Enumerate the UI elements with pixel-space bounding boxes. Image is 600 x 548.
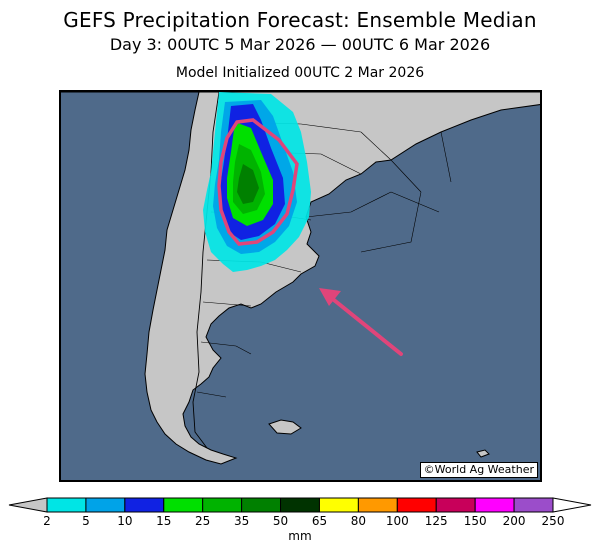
colorbar-swatch — [202, 497, 243, 513]
precip-35-50mm — [237, 164, 259, 204]
colorbar-tick-label: 150 — [463, 514, 487, 528]
colorbar-tick-label: 200 — [502, 514, 526, 528]
colorbar-tick-label: 15 — [156, 514, 172, 528]
colorbar-tick-label: 250 — [541, 514, 565, 528]
colorbar-unit: mm — [288, 529, 312, 543]
colorbar-swatch — [396, 497, 437, 513]
colorbar-graphic — [8, 497, 592, 513]
colorbar-swatch — [474, 497, 515, 513]
map-title: GEFS Precipitation Forecast: Ensemble Me… — [63, 8, 537, 32]
map-panel: ©World Ag Weather — [59, 90, 542, 482]
colorbar-tick-label: 25 — [195, 514, 211, 528]
colorbar-tick-label: 35 — [233, 514, 250, 528]
map-canvas — [61, 92, 540, 480]
land-falklands — [268, 419, 302, 435]
colorbar-swatch — [280, 497, 320, 513]
colorbar-swatch — [46, 497, 87, 513]
colorbar: 2 5 10 15 25 35 50 65 80 100 125 150 200 250 mm — [0, 490, 600, 548]
annotation-arrow — [319, 288, 403, 356]
land-south-america — [61, 92, 540, 465]
colorbar-swatch — [357, 497, 398, 513]
colorbar-tick-label: 65 — [311, 514, 328, 528]
colorbar-swatch — [163, 497, 204, 513]
credit-label: ©World Ag Weather — [419, 462, 538, 478]
border-chile-argentina — [192, 92, 220, 449]
colorbar-over-triangle — [552, 497, 592, 513]
land-island — [476, 449, 490, 458]
colorbar-swatch — [124, 497, 165, 513]
highlighted-region-outline — [217, 118, 299, 246]
colorbar-swatch — [85, 497, 126, 513]
colorbar-under-triangle — [8, 497, 48, 513]
colorbar-tick-label: 80 — [350, 514, 367, 528]
colorbar-tick-label: 10 — [117, 514, 133, 528]
colorbar-swatch — [318, 497, 359, 513]
colorbar-tick-label: 5 — [82, 514, 90, 528]
colorbar-tick-label: 50 — [272, 514, 289, 528]
colorbar-tick-label: 125 — [424, 514, 448, 528]
colorbar-swatch — [435, 497, 476, 513]
colorbar-swatch — [241, 497, 282, 513]
colorbar-tick-label: 2 — [43, 514, 51, 528]
model-init-time: Model Initialized 00UTC 2 Mar 2026 — [175, 65, 425, 81]
colorbar-swatch — [513, 497, 554, 513]
colorbar-tick-label: 100 — [385, 514, 409, 528]
forecast-period: Day 3: 00UTC 5 Mar 2026 — 00UTC 6 Mar 20… — [109, 35, 491, 54]
